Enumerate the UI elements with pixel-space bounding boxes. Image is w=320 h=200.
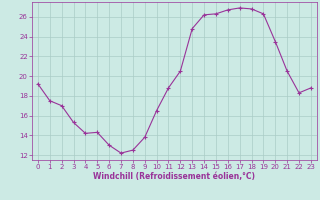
X-axis label: Windchill (Refroidissement éolien,°C): Windchill (Refroidissement éolien,°C) — [93, 172, 255, 181]
